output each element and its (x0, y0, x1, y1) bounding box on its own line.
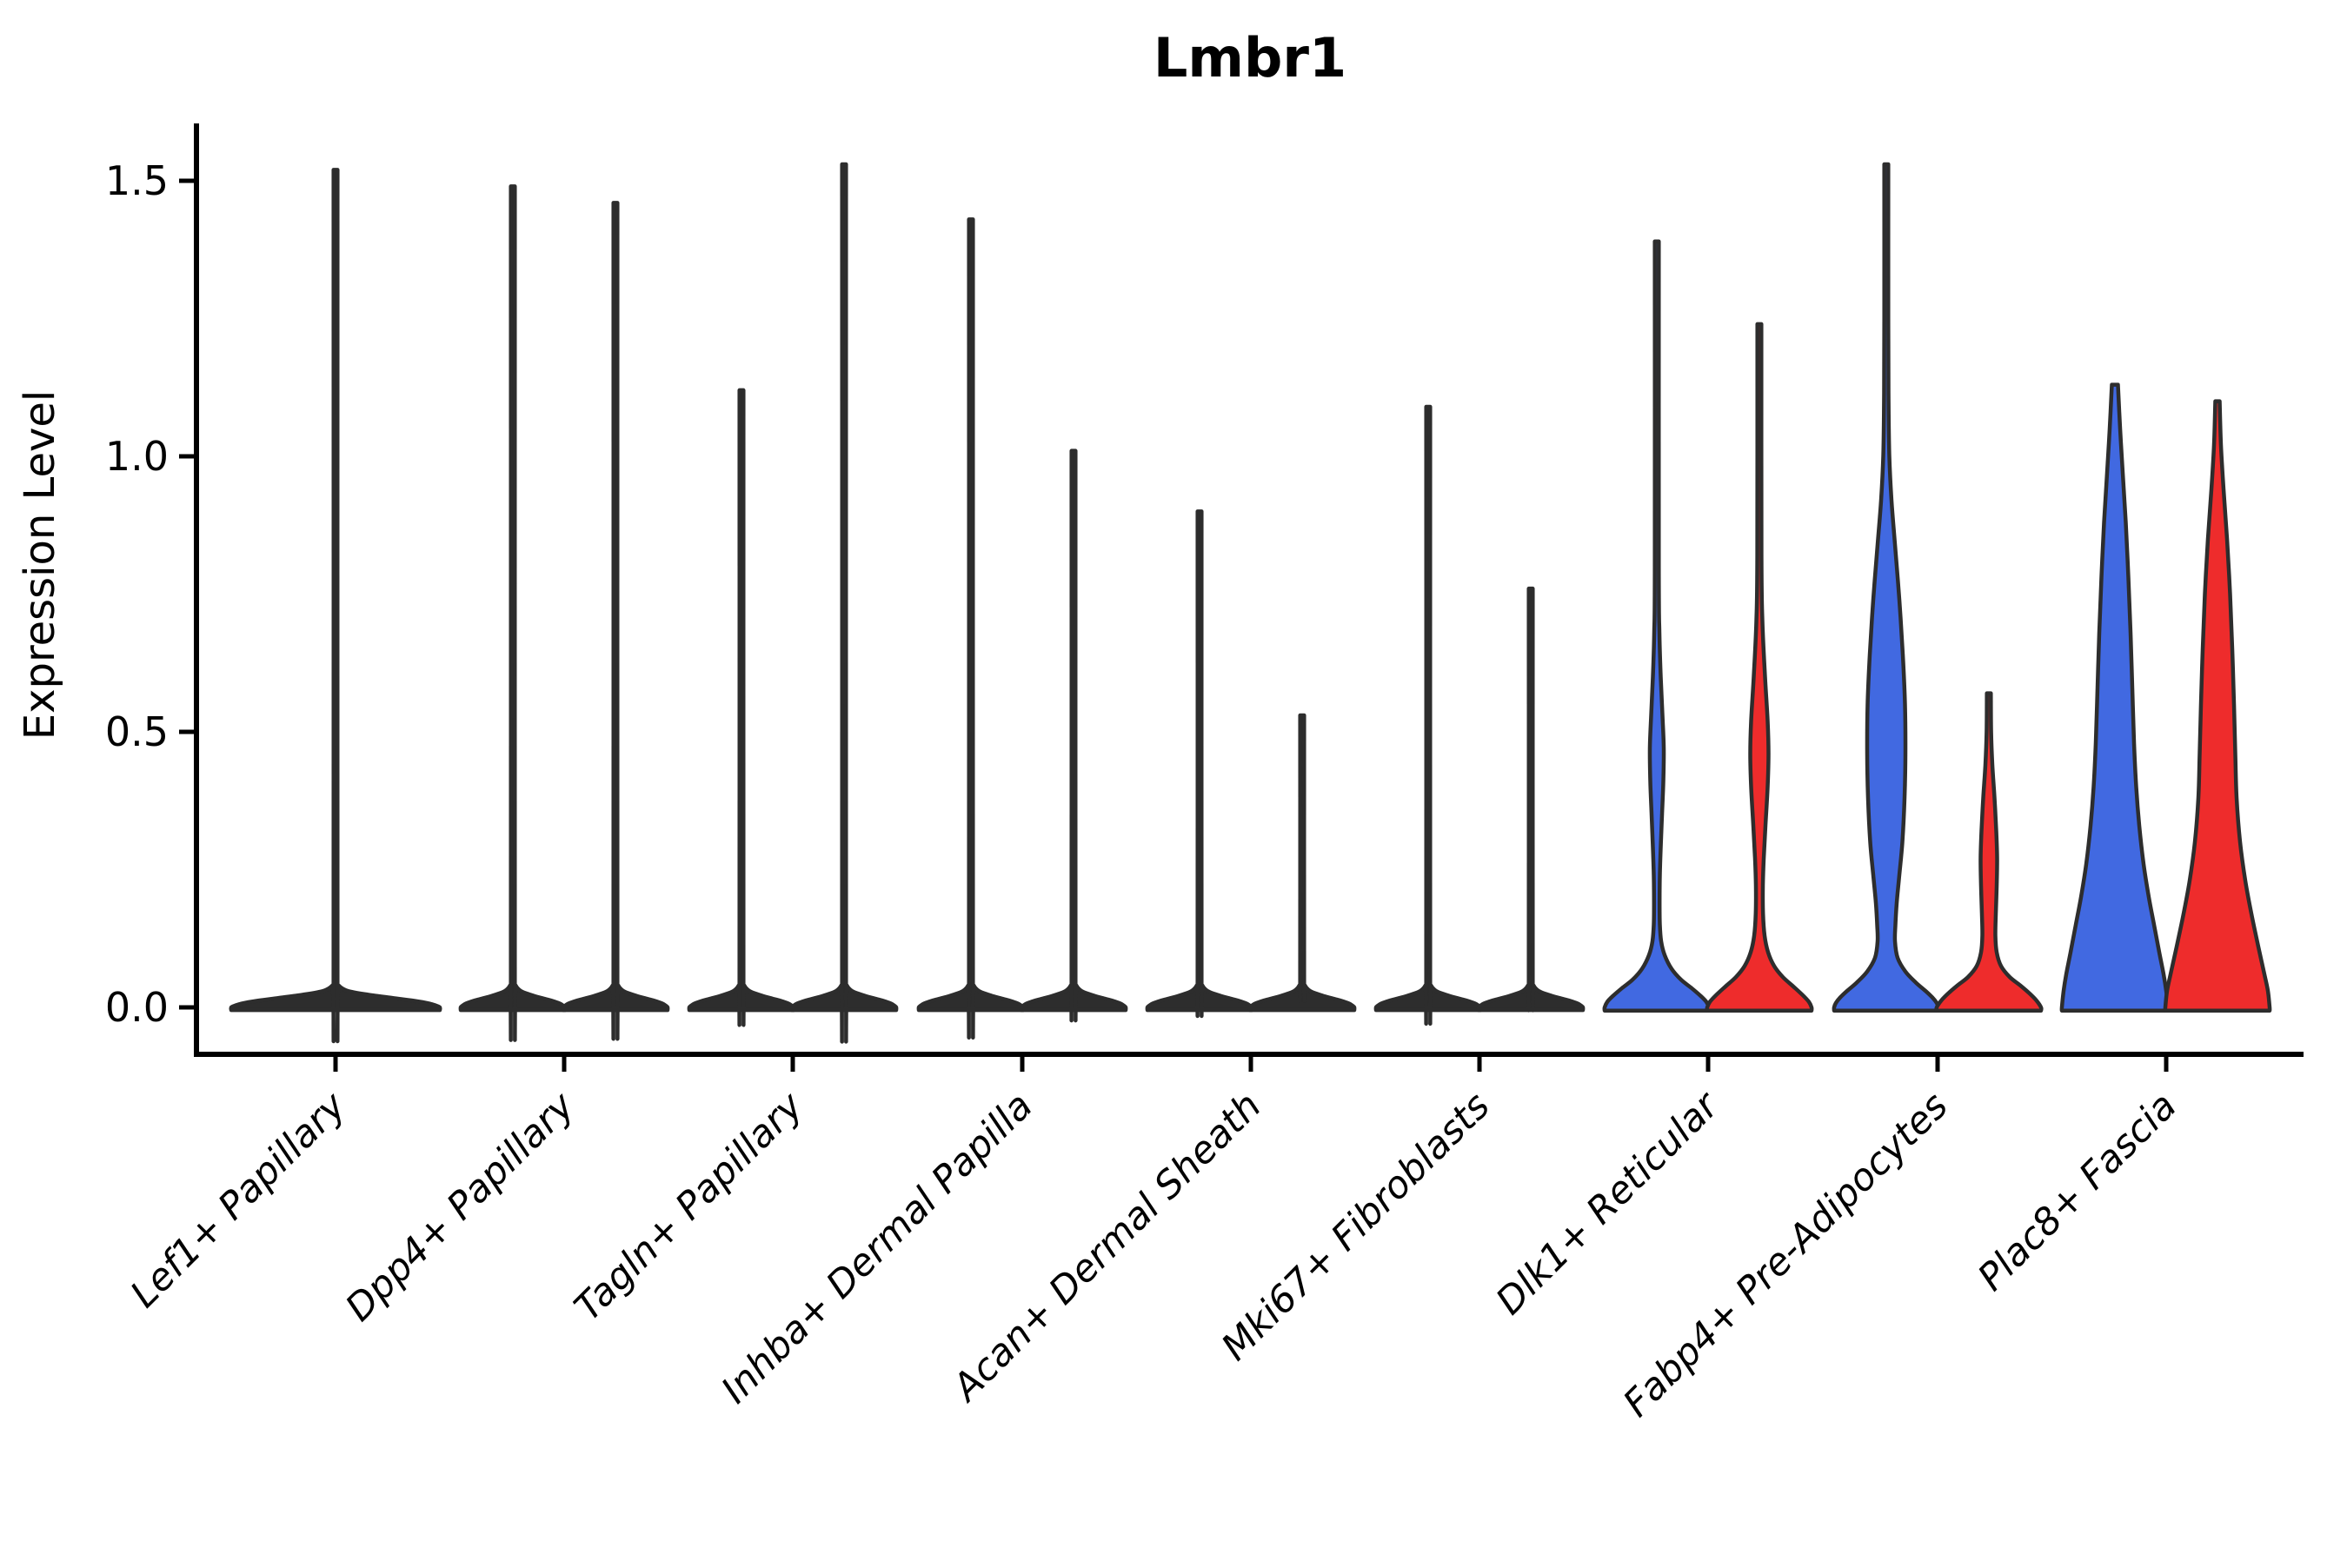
violin-Fabp4+-right (1934, 691, 2044, 1013)
violin-Dlk1+-right (1705, 322, 1814, 1013)
x-tick-label: Dpp4+ Papillary (337, 1084, 583, 1330)
violin-Lef1+-single (229, 168, 442, 1044)
chart-title: Lmbr1 (1154, 26, 1346, 90)
x-tick-label: Plac8+ Fascia (1970, 1084, 2185, 1299)
y-tick-label: 1.5 (105, 157, 169, 204)
violin-Dpp4+-right (561, 201, 670, 1041)
violin-Plac8+-left (2059, 382, 2171, 1013)
violin-Mki67+-left (1373, 404, 1483, 1027)
violin-Acan+-left (1145, 509, 1254, 1019)
x-tick-label: Dlk1+ Reticular (1488, 1083, 1729, 1324)
x-tick-label: Lef1+ Papillary (123, 1084, 355, 1316)
violin-Tagln+-right (789, 162, 899, 1044)
x-tick-label: Tagln+ Papillary (567, 1084, 813, 1330)
y-tick-label: 0.5 (105, 708, 169, 755)
violin-Fabp4+-left (1832, 162, 1941, 1013)
violin-Dlk1+-left (1602, 239, 1712, 1013)
violins-layer (229, 162, 2272, 1044)
violin-Inhba+-right (1019, 448, 1128, 1023)
violin-Acan+-right (1247, 713, 1357, 1013)
y-axis-label: Expression Level (16, 390, 64, 741)
violin-Mki67+-right (1476, 586, 1586, 1013)
y-tick-label: 1.0 (105, 433, 169, 480)
violin-Tagln+-left (687, 388, 796, 1027)
violin-Inhba+-left (916, 217, 1026, 1040)
y-tick-label: 0.0 (105, 984, 169, 1031)
violin-Dpp4+-left (458, 184, 568, 1042)
violin-Plac8+-right (2163, 399, 2272, 1013)
